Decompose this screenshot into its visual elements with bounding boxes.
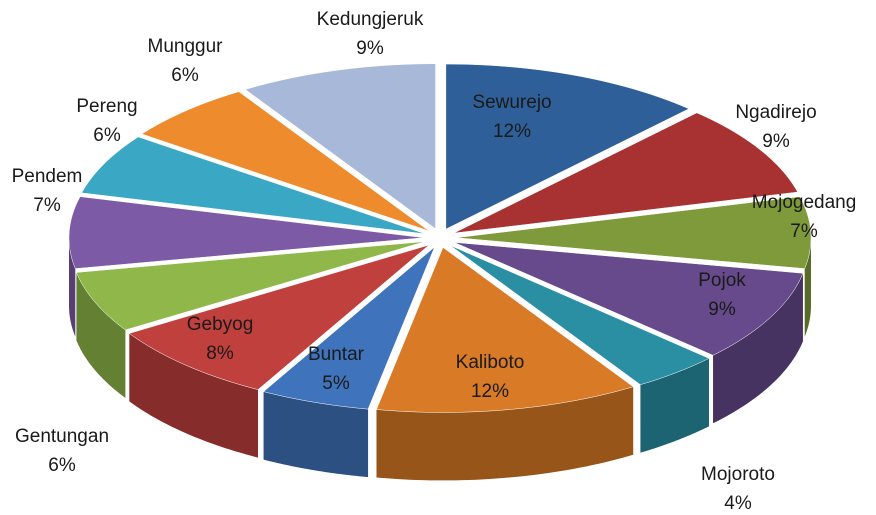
slice xyxy=(244,63,436,230)
slice-value-label: 8% xyxy=(206,343,234,364)
slice-value-label: 7% xyxy=(790,221,818,242)
slice xyxy=(450,245,710,385)
slice-value-label: 9% xyxy=(356,38,384,59)
slice-label: Buntar xyxy=(308,344,365,365)
slice xyxy=(76,241,426,331)
slice-value-label: 6% xyxy=(48,455,76,476)
slice-label: Mojogedang xyxy=(752,192,857,213)
slice-value-label: 12% xyxy=(471,381,509,402)
slice-value-label: 6% xyxy=(171,65,199,86)
slice-value-label: 12% xyxy=(493,121,531,142)
slice xyxy=(263,246,435,410)
slice-label: Kaliboto xyxy=(456,352,525,373)
slice-label: Kedungjeruk xyxy=(317,9,424,30)
slice-value-label: 9% xyxy=(708,299,736,320)
slice-side xyxy=(69,237,76,337)
slice xyxy=(455,196,812,269)
slice-side xyxy=(76,272,126,398)
slice-label: Pereng xyxy=(76,96,137,117)
slice-label: Mojoroto xyxy=(701,464,775,485)
slice-side xyxy=(129,333,259,458)
slice-value-label: 6% xyxy=(93,125,121,146)
slice xyxy=(81,136,426,235)
side-faces xyxy=(69,237,811,481)
slice xyxy=(445,63,690,230)
slice-value-label: 9% xyxy=(762,131,790,152)
slice-label: Sewurejo xyxy=(472,92,551,113)
slice-side xyxy=(640,358,709,453)
slice-value-label: 5% xyxy=(322,373,350,394)
slice-label: Pojok xyxy=(698,270,746,291)
slice-side xyxy=(804,237,811,337)
slice-side xyxy=(263,391,369,478)
slice-label: Pendem xyxy=(12,166,83,187)
slice-value-label: 4% xyxy=(724,493,752,514)
slice xyxy=(68,196,425,269)
slice xyxy=(453,112,799,234)
slice-side xyxy=(376,386,634,481)
slice xyxy=(454,242,804,356)
slice xyxy=(376,247,634,413)
slice-label: Munggur xyxy=(148,36,224,57)
slice-label: Ngadirejo xyxy=(735,102,816,123)
slice-side xyxy=(713,273,803,424)
slice xyxy=(128,244,430,390)
slice-label: Gebyog xyxy=(187,314,254,335)
slice-value-label: 7% xyxy=(33,195,61,216)
slice xyxy=(141,91,430,232)
slice-label: Gentungan xyxy=(15,426,109,447)
top-faces xyxy=(68,63,812,413)
